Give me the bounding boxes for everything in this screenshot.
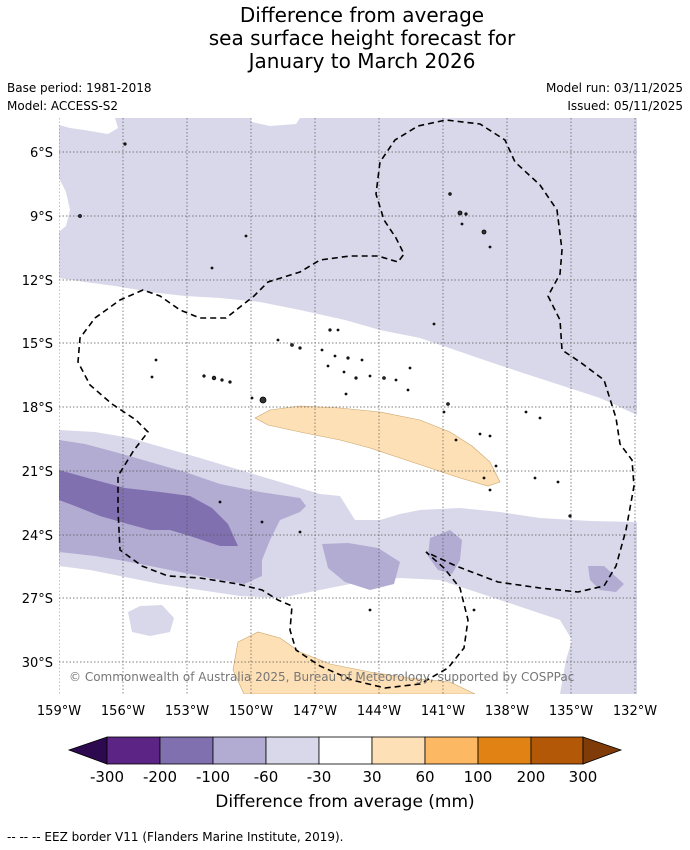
- colorbar: [67, 736, 623, 765]
- lat-label: 15°S: [22, 337, 53, 352]
- colorbar-tick: -100: [196, 768, 230, 786]
- colorbar-tick: -200: [143, 768, 177, 786]
- colorbar-tick: -300: [90, 768, 124, 786]
- lat-label: 30°S: [22, 656, 53, 671]
- graticule: [59, 118, 637, 694]
- anomaly-patch-neg60-central: [322, 543, 400, 590]
- colorbar-tick: 30: [362, 768, 381, 786]
- lat-label: 12°S: [22, 274, 53, 289]
- colorbar-swatch: [318, 736, 373, 765]
- lon-label: 156°W: [101, 704, 145, 719]
- notch-white-3: [59, 178, 70, 232]
- anomaly-patch-pos30-central: [254, 405, 501, 487]
- notch-white-2: [250, 118, 300, 126]
- lon-label: 150°W: [229, 704, 273, 719]
- anomaly-band-neg30-north: [59, 118, 637, 415]
- colorbar-label: Difference from average (mm): [215, 792, 475, 812]
- base-period: Base period: 1981-2018: [7, 81, 152, 95]
- colorbar-swatch: [477, 736, 532, 765]
- anomaly-patch-neg30-sw: [128, 605, 174, 636]
- colorbar-tick: 200: [517, 768, 546, 786]
- title-line-2: sea surface height forecast for: [208, 26, 516, 50]
- title-line-1: Difference from average: [239, 3, 485, 27]
- lon-label: 141°W: [421, 704, 465, 719]
- islands: [78, 142, 572, 612]
- eez-border-french-polynesia: [77, 119, 635, 689]
- colorbar-swatch: [424, 736, 479, 765]
- colorbar-swatch: [212, 736, 267, 765]
- lon-label: 135°W: [549, 704, 593, 719]
- colorbar-tick: 300: [569, 768, 598, 786]
- copyright-notice: © Commonwealth of Australia 2025, Bureau…: [69, 670, 574, 684]
- colorbar-tick: -30: [307, 768, 332, 786]
- lon-label: 153°W: [165, 704, 209, 719]
- colorbar-tick: 100: [464, 768, 493, 786]
- colorbar-swatch: [530, 736, 584, 765]
- colorbar-swatch: [159, 736, 214, 765]
- longitude-labels: 159°W 156°W 153°W 150°W 147°W 144°W 141°…: [37, 704, 657, 719]
- lat-label: 18°S: [22, 401, 53, 416]
- colorbar-swatch: [265, 736, 320, 765]
- colorbar-tick: 60: [415, 768, 434, 786]
- anomaly-patch-pos30-south: [232, 631, 476, 694]
- colorbar-swatch: [106, 736, 161, 765]
- lat-label: 21°S: [22, 465, 53, 480]
- anomaly-patch-neg60-east: [428, 530, 462, 574]
- eez-borders: [77, 119, 635, 689]
- colorbar-swatch: [371, 736, 426, 765]
- lon-label: 132°W: [613, 704, 657, 719]
- model-name: Model: ACCESS-S2: [7, 99, 119, 113]
- notch-white-1: [59, 118, 118, 134]
- map-plot-area: © Commonwealth of Australia 2025, Bureau…: [59, 118, 637, 694]
- meta-right: Model run: 03/11/2025 Issued: 05/11/2025: [546, 79, 683, 115]
- map-title: Difference from average sea surface heig…: [0, 4, 690, 73]
- lon-label: 147°W: [293, 704, 337, 719]
- lat-label: 9°S: [30, 210, 53, 225]
- title-line-3: January to March 2026: [248, 49, 476, 73]
- lon-label: 144°W: [357, 704, 401, 719]
- lon-label: 138°W: [485, 704, 529, 719]
- lat-label: 6°S: [30, 146, 53, 161]
- lat-label: 24°S: [22, 529, 53, 544]
- colorbar-tick: -60: [254, 768, 279, 786]
- anomaly-core-neg100: [59, 470, 238, 546]
- colorbar-extend-high: [582, 736, 623, 765]
- colorbar-extend-low: [67, 736, 108, 765]
- meta-left: Base period: 1981-2018 Model: ACCESS-S2: [7, 79, 152, 115]
- model-run: Model run: 03/11/2025: [545, 81, 683, 95]
- issued-date: Issued: 05/11/2025: [567, 99, 683, 113]
- latitude-labels: 6°S 9°S 12°S 15°S 18°S 21°S 24°S 27°S 30…: [22, 146, 53, 671]
- colorbar-ticks: -300 -200 -100 -60 -30 30 60 100 200 300: [90, 768, 597, 786]
- anomaly-patch-neg60-far-east: [588, 566, 624, 592]
- lat-label: 27°S: [22, 592, 53, 607]
- lon-label: 159°W: [37, 704, 81, 719]
- eez-footnote: -- -- -- EEZ border V11 (Flanders Marine…: [7, 830, 344, 844]
